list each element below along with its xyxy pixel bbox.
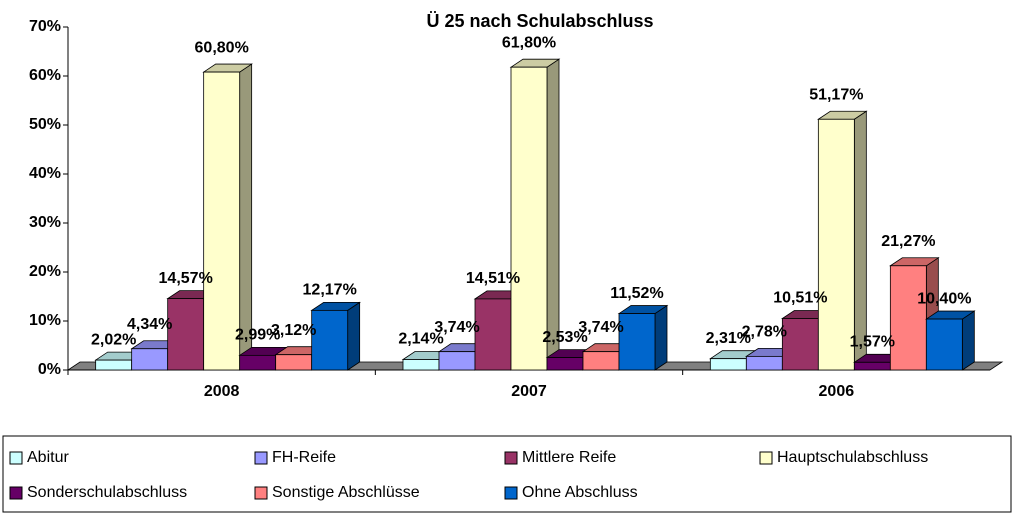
value-label: 11,52% xyxy=(610,285,663,302)
bar xyxy=(131,348,169,371)
bar-side xyxy=(239,63,253,371)
bar-side xyxy=(347,301,361,371)
legend-label: Ohne Abschluss xyxy=(522,484,638,501)
legend-label: Sonderschulabschluss xyxy=(27,484,187,501)
bar xyxy=(203,71,241,371)
bar xyxy=(745,355,783,371)
value-label: 2,02% xyxy=(91,331,136,348)
x-tick-label: 2006 xyxy=(819,383,855,400)
value-label: 3,74% xyxy=(578,319,623,336)
value-label: 2,53% xyxy=(542,329,587,346)
bar xyxy=(546,357,584,371)
value-label: 4,34% xyxy=(127,316,172,333)
value-label: 60,80% xyxy=(195,39,249,56)
x-tick-label: 2007 xyxy=(511,383,547,400)
legend-label: Mittlere Reife xyxy=(522,449,616,466)
bar xyxy=(853,361,891,371)
bar xyxy=(167,298,205,371)
bar-side xyxy=(961,310,975,371)
value-label: 10,40% xyxy=(917,290,971,307)
bar-side xyxy=(654,304,668,371)
bar xyxy=(618,313,656,371)
bar xyxy=(311,309,349,371)
bar xyxy=(275,354,313,371)
x-tick-label: 2008 xyxy=(204,383,240,400)
bar xyxy=(781,318,819,371)
value-label: 1,57% xyxy=(850,334,895,351)
legend-swatch xyxy=(254,451,268,465)
legend-swatch xyxy=(9,451,23,465)
chart-title: Ü 25 nach Schulabschluss xyxy=(426,11,653,31)
value-label: 12,17% xyxy=(303,282,357,299)
legend-label: FH-Reife xyxy=(272,449,336,466)
value-label: 14,57% xyxy=(159,270,213,287)
value-label: 2,31% xyxy=(706,330,751,347)
y-tick-label: 60% xyxy=(29,67,61,84)
bar xyxy=(402,359,440,371)
bar xyxy=(510,66,548,371)
bar xyxy=(239,354,277,371)
bar xyxy=(582,351,620,371)
value-label: 3,74% xyxy=(434,319,479,336)
bar xyxy=(438,351,476,371)
y-tick-label: 50% xyxy=(29,116,61,133)
y-tick-label: 10% xyxy=(29,312,61,329)
bar xyxy=(474,298,512,371)
y-tick-label: 20% xyxy=(29,263,61,280)
value-label: 61,80% xyxy=(502,34,556,51)
legend-swatch xyxy=(504,486,518,500)
bar xyxy=(889,265,927,371)
value-label: 14,51% xyxy=(466,270,520,287)
bar xyxy=(709,358,747,371)
y-tick-label: 30% xyxy=(29,214,61,231)
legend-swatch xyxy=(759,451,773,465)
y-tick-label: 0% xyxy=(38,361,61,378)
value-label: 10,51% xyxy=(773,290,827,307)
bar xyxy=(817,118,855,371)
value-label: 2,78% xyxy=(742,324,787,341)
y-tick-label: 40% xyxy=(29,165,61,182)
bar xyxy=(925,318,963,371)
legend-swatch xyxy=(9,486,23,500)
bar xyxy=(95,359,133,371)
bar-side xyxy=(546,58,560,371)
y-tick-label: 70% xyxy=(29,18,61,35)
legend-swatch xyxy=(504,451,518,465)
legend-label: Sonstige Abschlüsse xyxy=(272,484,420,501)
value-label: 2,14% xyxy=(398,331,443,348)
value-label: 3,12% xyxy=(271,322,316,339)
value-label: 51,17% xyxy=(809,86,863,103)
bar-side xyxy=(853,110,867,371)
value-label: 21,27% xyxy=(881,233,935,250)
legend-swatch xyxy=(254,486,268,500)
value-label: 2,99% xyxy=(235,327,280,344)
legend-label: Abitur xyxy=(27,449,69,466)
legend-label: Hauptschulabschluss xyxy=(777,449,928,466)
